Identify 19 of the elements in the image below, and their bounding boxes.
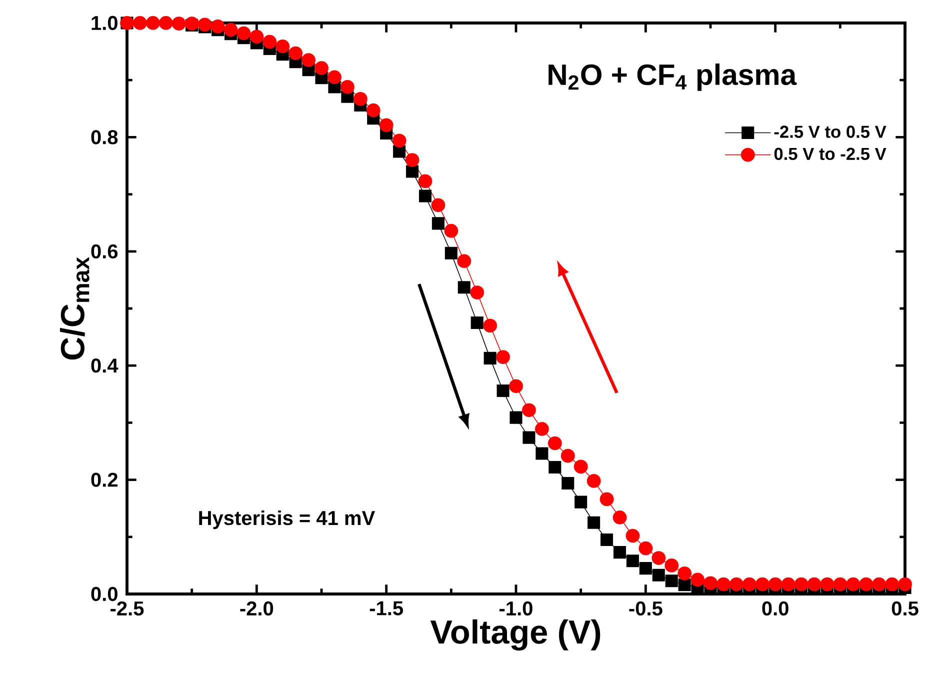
y-tick-label: 0.4	[91, 358, 118, 373]
x-tick-label: -1.0	[500, 601, 532, 616]
x-axis-title: Voltage (V)	[430, 619, 600, 651]
legend-label: 0.5 V to -2.5 V	[774, 148, 886, 160]
y-axis-title: C/C$_{max}$	[60, 256, 90, 360]
x-tick-label: 0.0	[762, 601, 788, 616]
x-tick-label: -2.5	[110, 601, 144, 616]
x-tick-label: 0.5	[892, 601, 918, 616]
x-tick-label: -0.5	[629, 601, 662, 616]
y-tick-label: 0.0	[91, 586, 118, 602]
x-tick-label: -1.5	[370, 601, 404, 616]
x-tick-label: -2.0	[240, 601, 274, 616]
y-tick-label: 0.6	[91, 244, 118, 258]
y-tick-label: 1.0	[92, 16, 118, 30]
annotation: Hysterisis = 41 mV	[199, 510, 375, 530]
annotation: N$_{2}$O + CF$_{4}$ plasma	[548, 64, 797, 91]
legend-label: -2.5 V to 0.5 V	[774, 126, 886, 138]
y-tick-label: 0.8	[91, 130, 118, 144]
y-tick-label: 0.2	[91, 472, 118, 487]
